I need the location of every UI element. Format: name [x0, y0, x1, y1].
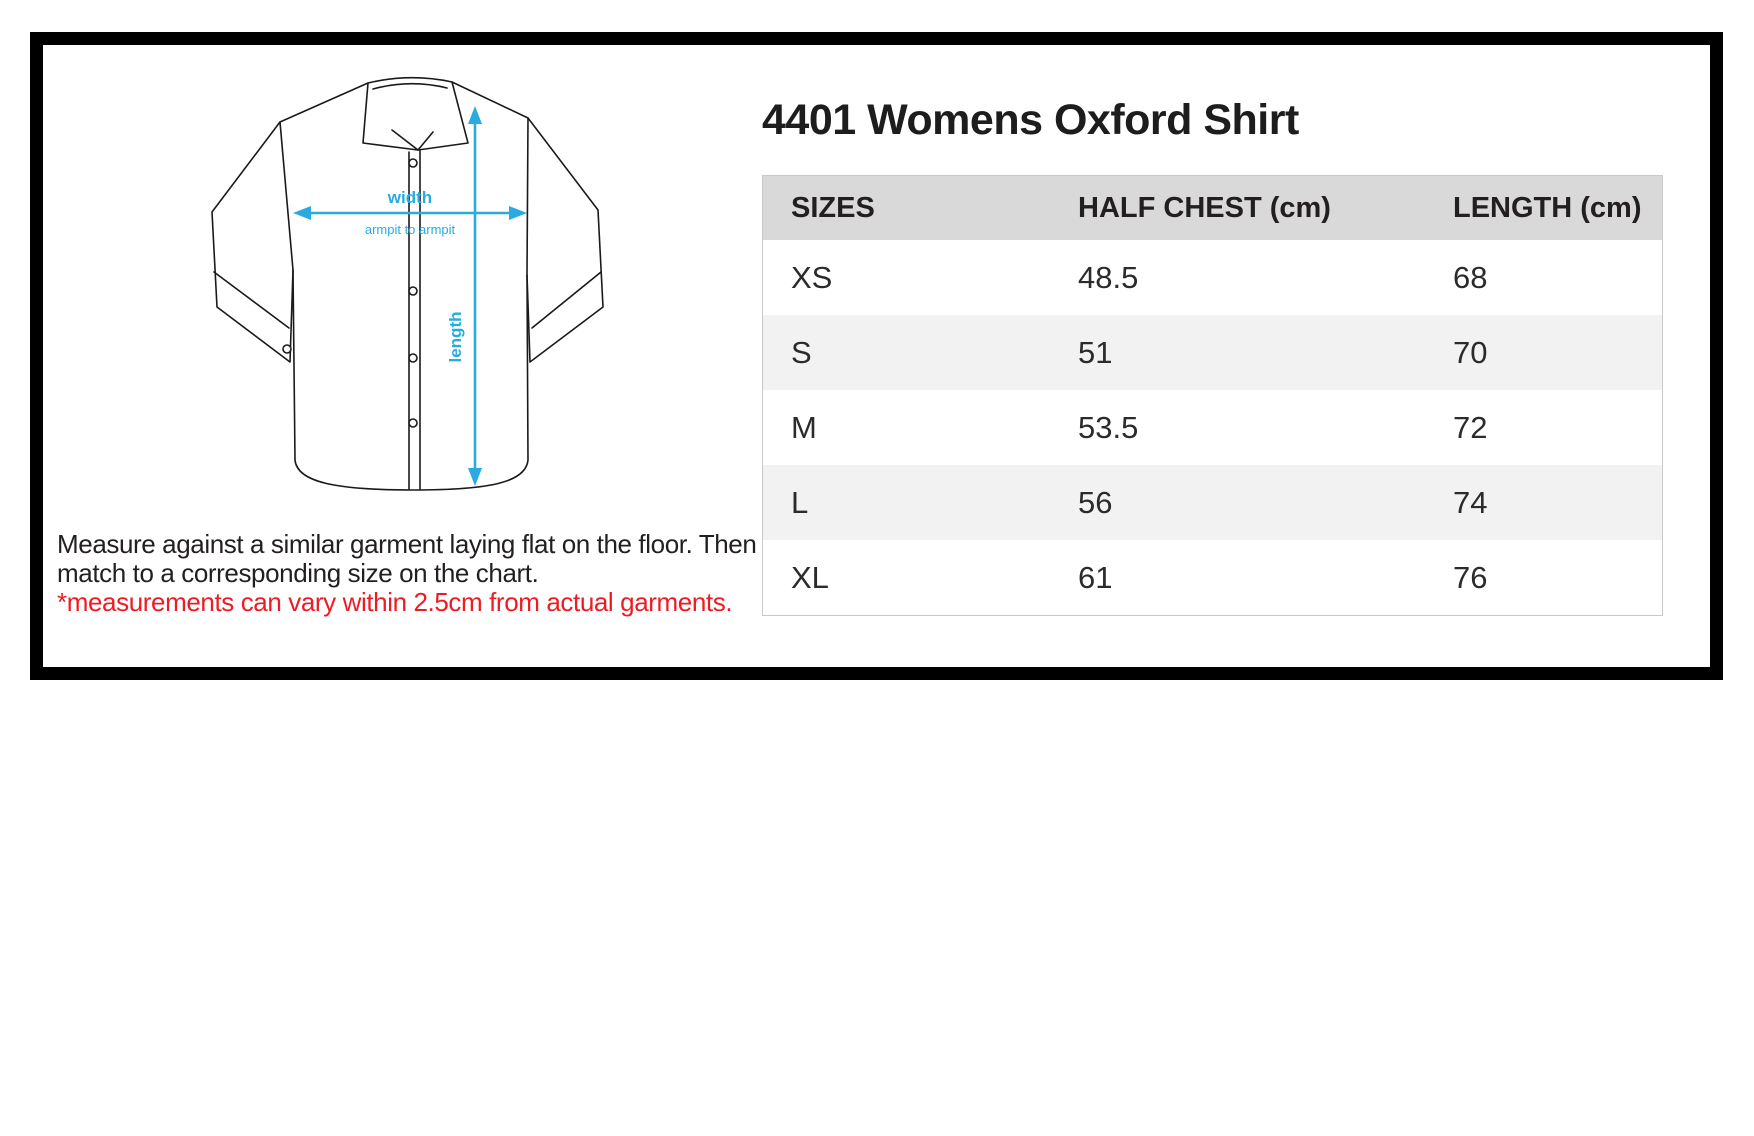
placket-button — [408, 158, 418, 168]
shirt-diagram: width armpit to armpit length — [211, 76, 604, 491]
half-chest-cell: 48.5 — [1078, 259, 1139, 295]
width-label: width — [387, 188, 432, 207]
size-cell: M — [791, 409, 817, 445]
shirt-collar-inner-v — [391, 129, 434, 151]
measurement-disclaimer: *measurements can vary within 2.5cm from… — [57, 587, 733, 617]
length-arrowhead-bottom — [468, 468, 482, 486]
instruction-line-2: match to a corresponding size on the cha… — [57, 558, 539, 588]
size-cell: XL — [791, 559, 829, 595]
column-header-sizes: SIZES — [791, 191, 875, 224]
placket-button — [408, 418, 418, 428]
measuring-instructions: Measure against a similar garment laying… — [57, 529, 757, 617]
placket-button — [408, 353, 418, 363]
half-chest-cell: 61 — [1078, 559, 1113, 595]
size-cell: S — [791, 334, 812, 370]
shirt-left-cuff-seam — [213, 271, 290, 329]
length-cell: 72 — [1453, 409, 1488, 445]
shirt-right-sleeve — [526, 117, 604, 363]
table-header-row: SIZES HALF CHEST (cm) LENGTH (cm) — [763, 176, 1662, 240]
half-chest-cell: 56 — [1078, 484, 1113, 520]
table-row: M 53.5 72 — [763, 390, 1662, 465]
instruction-line-1: Measure against a similar garment laying… — [57, 529, 757, 559]
placket-button — [408, 286, 418, 296]
size-cell: XS — [791, 259, 833, 295]
size-table: SIZES HALF CHEST (cm) LENGTH (cm) XS 48.… — [762, 175, 1663, 616]
width-arrowhead-left — [293, 206, 311, 220]
column-header-length: LENGTH (cm) — [1453, 191, 1642, 224]
half-chest-cell: 53.5 — [1078, 409, 1139, 445]
table-row: XS 48.5 68 — [763, 240, 1662, 315]
shirt-collar-right-lapel — [417, 81, 469, 151]
shirt-body-outline — [279, 76, 529, 491]
length-cell: 76 — [1453, 559, 1488, 595]
table-row: S 51 70 — [763, 315, 1662, 390]
length-label: length — [446, 312, 465, 363]
half-chest-cell: 51 — [1078, 334, 1113, 370]
length-arrowhead-top — [468, 106, 482, 124]
length-cell: 74 — [1453, 484, 1488, 520]
shirt-placket — [408, 150, 421, 490]
size-cell: L — [791, 484, 809, 520]
shirt-collar-band — [372, 82, 448, 90]
shirt-left-sleeve — [211, 121, 294, 363]
shirt-collar-left-lapel — [362, 82, 419, 151]
page-title: 4401 Womens Oxford Shirt — [762, 96, 1299, 144]
table-row: L 56 74 — [763, 465, 1662, 540]
left-cuff-button — [282, 344, 292, 354]
column-header-half-chest: HALF CHEST (cm) — [1078, 191, 1331, 224]
length-cell: 68 — [1453, 259, 1488, 295]
width-sublabel: armpit to armpit — [365, 222, 456, 237]
shirt-right-cuff-seam — [531, 271, 602, 329]
width-arrowhead-right — [509, 206, 527, 220]
length-cell: 70 — [1453, 334, 1488, 370]
table-row: XL 61 76 — [763, 540, 1662, 615]
